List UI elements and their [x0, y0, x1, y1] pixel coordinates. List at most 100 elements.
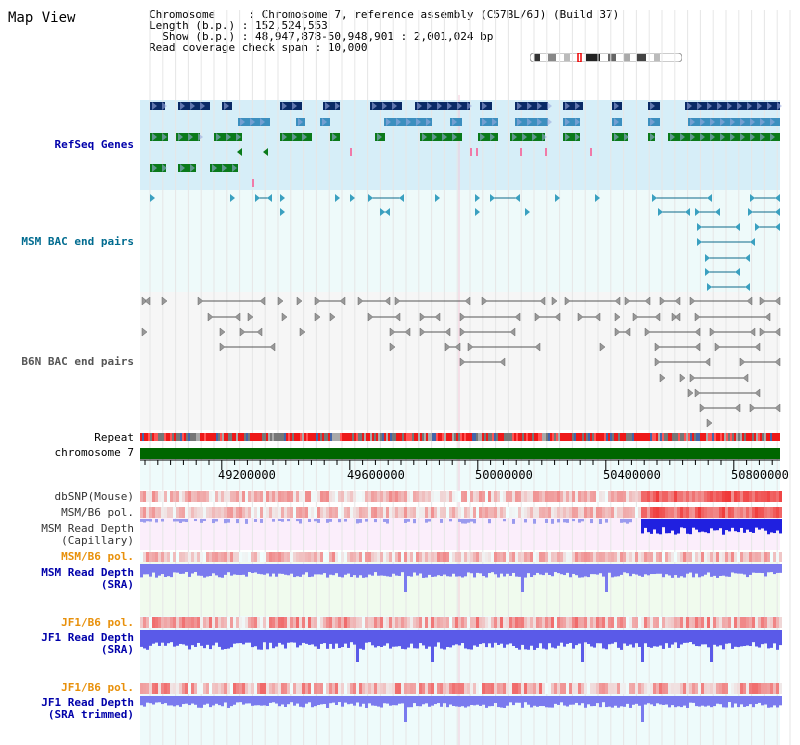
depth-bar [290, 696, 293, 703]
pol-heat-cell [335, 507, 338, 518]
depth-bar [641, 696, 644, 722]
gene-strand-arrow [542, 133, 547, 141]
bac-end-marker [367, 312, 374, 322]
pol-heat-cell [548, 683, 551, 694]
pol-heat-cell [707, 617, 710, 628]
track-label-dbsnp[interactable]: dbSNP(Mouse) [54, 490, 134, 503]
depth-bar [641, 564, 644, 577]
depth-bar [626, 564, 629, 574]
chromosome-ideogram[interactable] [530, 53, 682, 62]
pol-heat-cell [599, 491, 602, 502]
track-label-jf1-depth-sra[interactable]: JF1 Read Depth [41, 631, 134, 644]
depth-bar [713, 630, 716, 645]
pol-heat-cell [641, 491, 644, 502]
depth-bar [605, 519, 608, 523]
depth-bar [677, 564, 680, 578]
pol-heat-cell [350, 683, 353, 694]
repeat-segment [736, 433, 738, 441]
depth-bar [659, 696, 662, 705]
track-label-refseq-genes[interactable]: RefSeq Genes [54, 138, 134, 151]
track-label-msm-depth-sra[interactable]: MSM Read Depth [41, 566, 134, 579]
pol-heat-cell [221, 491, 224, 502]
gene-exon [280, 102, 302, 110]
pol-heat-cell [296, 552, 299, 562]
depth-bar [548, 564, 551, 575]
depth-bar [284, 696, 287, 707]
depth-bar [146, 564, 149, 575]
depth-bar [710, 696, 713, 708]
repeat-segment [286, 433, 288, 441]
depth-bar [455, 564, 458, 577]
repeat-segment [446, 433, 448, 441]
pol-heat-cell [161, 552, 164, 562]
gene-strand-arrow [190, 164, 195, 172]
pol-heat-cell [539, 552, 542, 562]
depth-bar [167, 630, 170, 644]
depth-bar [179, 519, 182, 523]
bac-end-marker [444, 327, 451, 337]
pol-heat-cell [599, 617, 602, 628]
repeat-segment [140, 433, 142, 441]
repeat-segment [200, 433, 202, 441]
repeat-segment [502, 433, 504, 441]
pol-heat-cell [248, 552, 251, 562]
repeat-segment [364, 433, 366, 441]
repeat-segment [688, 433, 690, 441]
pol-heat-cell [770, 491, 773, 502]
depth-bar [146, 696, 149, 703]
track-label-jf1-b6-pol-2[interactable]: JF1/B6 pol. [61, 681, 134, 694]
repeat-segment [598, 433, 600, 441]
depth-bar [527, 630, 530, 650]
depth-bar [299, 696, 302, 707]
pol-heat-cell [689, 552, 692, 562]
track-label-msm-depth-capillary[interactable]: MSM Read Depth [41, 522, 134, 535]
repeat-segment [406, 433, 408, 441]
repeat-segment [298, 433, 300, 441]
pol-heat-cell [212, 507, 215, 518]
pol-heat-cell [497, 552, 500, 562]
pol-heat-cell [332, 683, 335, 694]
depth-bar [293, 696, 296, 706]
depth-bar [476, 564, 479, 573]
track-label-b6n-bac[interactable]: B6N BAC end pairs [21, 355, 134, 368]
track-label-jf1-depth-trimmed[interactable]: JF1 Read Depth [41, 696, 134, 709]
depth-bar [761, 519, 764, 529]
pol-heat-cell [494, 552, 497, 562]
depth-bar [308, 519, 311, 522]
pol-heat-cell [677, 507, 680, 518]
repeat-segment [162, 433, 164, 441]
pol-heat-cell [335, 491, 338, 502]
pol-heat-cell [323, 507, 326, 518]
pol-heat-cell [386, 552, 389, 562]
pol-heat-cell [404, 552, 407, 562]
track-label-jf1-b6-pol-1[interactable]: JF1/B6 pol. [61, 616, 134, 629]
pol-heat-cell [431, 491, 434, 502]
depth-bar [710, 630, 713, 662]
repeat-segment [316, 433, 318, 441]
depth-bar [566, 519, 569, 523]
depth-bar [212, 696, 215, 706]
gene-strand-arrow [700, 118, 705, 126]
pol-heat-cell [542, 491, 545, 502]
pol-heat-cell [497, 617, 500, 628]
gene-strand-arrow [382, 102, 387, 110]
pol-heat-cell [536, 507, 539, 518]
repeat-segment [184, 433, 186, 441]
repeat-segment [526, 433, 528, 441]
track-label-msm-b6-pol-2[interactable]: MSM/B6 pol. [61, 550, 134, 563]
pol-heat-cell [500, 507, 503, 518]
depth-bar [695, 630, 698, 647]
pol-heat-cell [500, 617, 503, 628]
pol-heat-cell [551, 491, 554, 502]
repeat-segment [202, 433, 204, 441]
depth-bar [374, 564, 377, 573]
track-label-msm-b6-pol-1[interactable]: MSM/B6 pol. [61, 506, 134, 519]
pol-heat-cell [662, 683, 665, 694]
bac-end-marker [515, 194, 520, 202]
depth-bar [650, 564, 653, 575]
pol-heat-cell [197, 552, 200, 562]
bac-end-marker [614, 312, 621, 322]
track-label-msm-bac[interactable]: MSM BAC end pairs [21, 235, 134, 248]
depth-bar [356, 630, 359, 662]
